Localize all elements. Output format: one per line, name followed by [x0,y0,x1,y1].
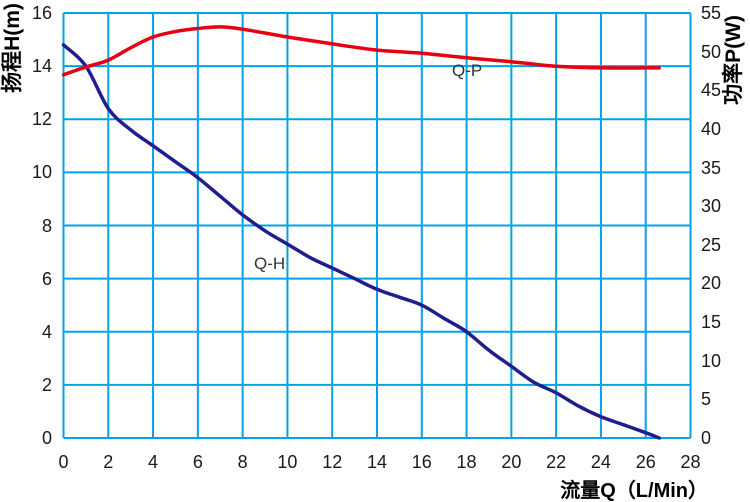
bottom-tick-label: 12 [322,452,343,472]
left-tick-label: 12 [31,109,52,130]
right-tick-label: 40 [701,118,722,139]
right-tick-label: 0 [701,428,712,448]
bottom-tick-label: 18 [456,452,477,472]
bottom-tick-label: 2 [103,452,114,472]
qh-curve [61,43,661,440]
left-tick-label: 2 [41,374,52,395]
left-tick-label: 10 [31,162,52,183]
curve-label-qp: Q-P [452,61,483,80]
curve-label-qh: Q-H [254,254,286,273]
right-tick-label: 5 [701,389,712,410]
left-tick-label: 8 [41,215,52,236]
bottom-tick-label: 8 [237,452,248,472]
right-tick-label: 20 [701,273,722,294]
right-tick-label: 35 [701,157,722,178]
right-tick-label: 25 [701,234,722,255]
bottom-tick-label: 24 [590,452,611,472]
bottom-tick-label: 26 [635,452,656,472]
right-tick-label: 30 [701,196,722,217]
bottom-tick-label: 16 [411,452,432,472]
left-tick-label: 0 [41,428,52,448]
y-axis-right-title: 功率P(W) [722,15,745,105]
right-tick-label: 15 [701,312,722,333]
right-tick-label: 10 [701,350,722,371]
bottom-tick-label: 4 [148,452,159,472]
x-axis-title: 流量Q（L/Min） [560,480,708,502]
right-tick-label: 50 [701,41,722,62]
left-tick-label: 16 [31,3,52,23]
bottom-tick-label: 14 [366,452,388,472]
qp-curve [61,25,661,77]
bottom-tick-label: 20 [501,452,522,472]
right-tick-label: 45 [701,80,722,101]
left-tick-label: 14 [31,56,52,77]
left-tick-label: 4 [41,321,52,342]
right-tick-label: 55 [701,3,722,23]
bottom-tick-label: 28 [680,452,701,472]
bottom-tick-label: 0 [58,452,69,472]
bottom-tick-label: 6 [192,452,203,472]
bottom-tick-label: 22 [546,452,567,472]
bottom-tick-label: 10 [277,452,298,472]
left-tick-label: 6 [41,268,52,289]
